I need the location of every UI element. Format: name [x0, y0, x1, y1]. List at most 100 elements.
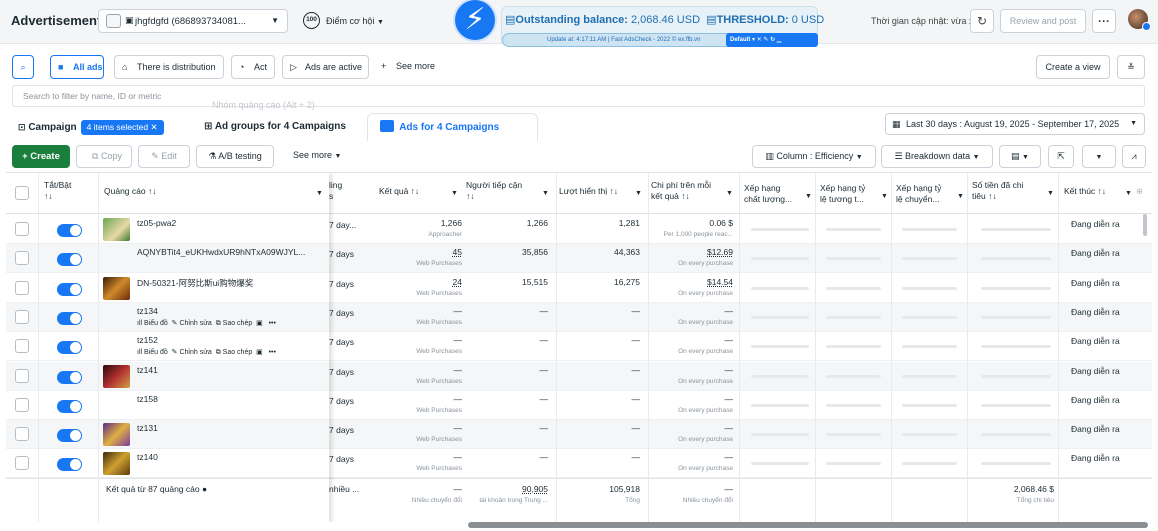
- col-spent[interactable]: Số tiền đã chi tiêu ↑↓ ▼: [972, 180, 1054, 202]
- row-toggle[interactable]: [57, 341, 82, 355]
- row-toggle[interactable]: [57, 282, 82, 296]
- col-results[interactable]: Kết quả ↑↓ ▼: [379, 186, 459, 197]
- row-more-button[interactable]: •••: [268, 349, 276, 357]
- create-view-button[interactable]: Create a view: [1036, 55, 1110, 79]
- loading-placeholder: [981, 403, 1051, 407]
- row-copy-link[interactable]: Sao chép: [222, 319, 253, 327]
- row-toggle[interactable]: [57, 458, 82, 472]
- col-toggle[interactable]: Tắt/Bật ↑↓: [44, 180, 84, 202]
- col-impressions[interactable]: Lượt hiển thị ↑↓ ▼: [559, 186, 643, 197]
- row-checkbox[interactable]: [15, 280, 29, 295]
- row-checkbox[interactable]: [15, 427, 29, 442]
- row-checkbox[interactable]: [15, 339, 29, 354]
- row-checkbox[interactable]: [15, 309, 29, 324]
- row-toggle[interactable]: [57, 399, 82, 413]
- ad-name[interactable]: tz134: [137, 305, 158, 316]
- horizontal-scrollbar[interactable]: [468, 522, 1148, 528]
- refresh-button[interactable]: ↻: [970, 9, 994, 33]
- row-checkbox[interactable]: [15, 397, 29, 412]
- date-range-picker[interactable]: ▦ Last 30 days : August 19, 2025 - Septem…: [885, 113, 1145, 135]
- mode-select[interactable]: Default: [730, 37, 751, 43]
- ad-name[interactable]: tz131: [137, 423, 158, 434]
- col-cpr[interactable]: Chi phí trên mỗi kết quả ↑↓ ▼: [651, 180, 733, 202]
- row-copy-link[interactable]: Sao chép: [222, 349, 253, 357]
- extension-controls[interactable]: Default ▾ ✕ ✎ ↻ ▁: [726, 33, 818, 47]
- table-row[interactable]: tz152 ıll Biểu đồ ✎ Chỉnh sửa ⧉ Sao chép …: [6, 332, 1152, 362]
- row-toggle[interactable]: [57, 370, 82, 384]
- row-edit-link[interactable]: Chỉnh sửa: [179, 349, 212, 357]
- breakdown-button[interactable]: ☰ Breakdown data ▼: [881, 145, 993, 168]
- ad-name[interactable]: tz140: [137, 452, 158, 463]
- row-toggle[interactable]: [57, 311, 82, 325]
- ad-name[interactable]: tz05-pwa2: [137, 218, 177, 228]
- col-conversion[interactable]: Xếp hạng tỷ lệ chuyển... ▼: [896, 183, 964, 205]
- ad-name[interactable]: DN-50321-阿努比斯ui购物爆奖: [137, 277, 254, 288]
- table-row[interactable]: tz158 7 days — Web Purchases — — — On every pur…: [6, 391, 1152, 420]
- row-checkbox[interactable]: [15, 251, 29, 266]
- row-toggle[interactable]: [57, 224, 82, 237]
- row-edit-link[interactable]: Chỉnh sửa: [179, 319, 212, 327]
- tab-adgroups[interactable]: ⊞ Ad groups for 4 Campaigns: [204, 113, 346, 141]
- columns-button[interactable]: ▥ Column : Efficiency ▼: [752, 145, 876, 168]
- row-toggle[interactable]: [57, 253, 82, 267]
- row-more-button[interactable]: •••: [268, 319, 276, 327]
- create-button[interactable]: + Create: [12, 145, 70, 168]
- column-divider: [38, 173, 39, 522]
- table-row[interactable]: tz131 7 days — Web Purchases — — — On every pur…: [6, 420, 1152, 450]
- more-button[interactable]: ···: [1092, 9, 1116, 33]
- edit-button[interactable]: ✎ Edit: [138, 145, 190, 168]
- table-row[interactable]: DN-50321-阿努比斯ui购物爆奖 7 days 24 Web Purchases…: [6, 274, 1152, 303]
- tab-ads[interactable]: Ads for 4 Campaigns: [367, 113, 538, 141]
- filter-settings-button[interactable]: ≚: [1117, 55, 1145, 79]
- filter-distribution[interactable]: ⌂ There is distribution: [114, 55, 224, 79]
- ad-name[interactable]: tz152: [137, 335, 158, 346]
- vertical-scrollbar[interactable]: [1143, 214, 1147, 236]
- search-input[interactable]: Search to filter by name, ID or metric: [12, 85, 1145, 107]
- row-checkbox[interactable]: [15, 222, 29, 236]
- selected-badge[interactable]: 4 items selected ✕: [80, 120, 164, 135]
- ad-results-value: —: [453, 423, 463, 434]
- review-publish-button[interactable]: Review and post: [1000, 9, 1086, 33]
- col-schedule[interactable]: ling s: [329, 180, 369, 202]
- preview-icon[interactable]: ▣: [256, 319, 263, 327]
- filter-act[interactable]: ◔ Act: [231, 55, 275, 79]
- table-row[interactable]: tz140 7 days — Web Purchases — — — On every pur…: [6, 449, 1152, 479]
- table-row[interactable]: tz05-pwa2 7 day... 1,266 Approacher 1,266 1,2…: [6, 215, 1152, 244]
- filter-all-ads[interactable]: ■ All ads: [50, 55, 104, 79]
- row-checkbox[interactable]: [15, 456, 29, 471]
- ad-name[interactable]: tz141: [137, 364, 158, 375]
- chart-button[interactable]: ⩘: [1122, 145, 1146, 168]
- copy-button[interactable]: ⧉ Copy: [76, 145, 132, 168]
- ad-impressions: 44,363: [614, 247, 640, 258]
- reports-button[interactable]: ▤ ▼: [999, 145, 1041, 168]
- add-column-icon[interactable]: ⊕: [1136, 186, 1144, 196]
- col-ad[interactable]: Quảng cáo ↑↓ ▼: [104, 186, 324, 197]
- search-button[interactable]: ⌕: [12, 55, 34, 79]
- row-checkbox[interactable]: [15, 368, 29, 383]
- ad-name[interactable]: AQNYBTit4_eUKHwdxUR9hNTxA09WJYL...: [137, 247, 306, 258]
- preview-icon[interactable]: ▣: [256, 349, 263, 357]
- ad-cpr-sub: On every purchase: [678, 465, 733, 473]
- ab-testing-button[interactable]: ⚗ A/B testing: [196, 145, 274, 168]
- filter-see-more[interactable]: + See more: [374, 55, 444, 79]
- ad-name[interactable]: tz158: [137, 393, 158, 404]
- select-all-checkbox[interactable]: [15, 186, 29, 200]
- table-row[interactable]: AQNYBTit4_eUKHwdxUR9hNTxA09WJYL... 7 days…: [6, 244, 1152, 274]
- row-chart-link[interactable]: Biểu đồ: [144, 349, 168, 357]
- col-quality[interactable]: Xếp hạng chất lượng... ▼: [744, 183, 812, 205]
- filter-ads-active[interactable]: ▷ Ads are active: [282, 55, 369, 79]
- col-reach[interactable]: Người tiếp cận ↑↓ ▼: [466, 180, 551, 202]
- toolbar-see-more[interactable]: See more ▼: [293, 145, 341, 168]
- col-engagement[interactable]: Xếp hạng tỷ lệ tương t... ▼: [820, 183, 888, 205]
- export-button[interactable]: ⇱: [1048, 145, 1074, 168]
- table-row[interactable]: tz141 7 days — Web Purchases — — — On every pur…: [6, 361, 1152, 391]
- table-row[interactable]: tz134 ıll Biểu đồ ✎ Chỉnh sửa ⧉ Sao chép …: [6, 302, 1152, 332]
- tab-campaign[interactable]: ⊡ Campaign 4 items selected ✕: [18, 113, 164, 141]
- row-chart-link[interactable]: Biểu đồ: [144, 319, 168, 327]
- row-toggle[interactable]: [57, 429, 82, 443]
- account-selector[interactable]: ▣ jhgfdgfd (686893734081... ▼: [98, 9, 288, 33]
- col-end[interactable]: Kết thúc ↑↓ ▼: [1064, 186, 1134, 197]
- export-menu-button[interactable]: ▼: [1082, 145, 1116, 168]
- avatar[interactable]: [1128, 9, 1151, 31]
- opportunity-score[interactable]: Điểm cơ hội ▼: [326, 16, 384, 26]
